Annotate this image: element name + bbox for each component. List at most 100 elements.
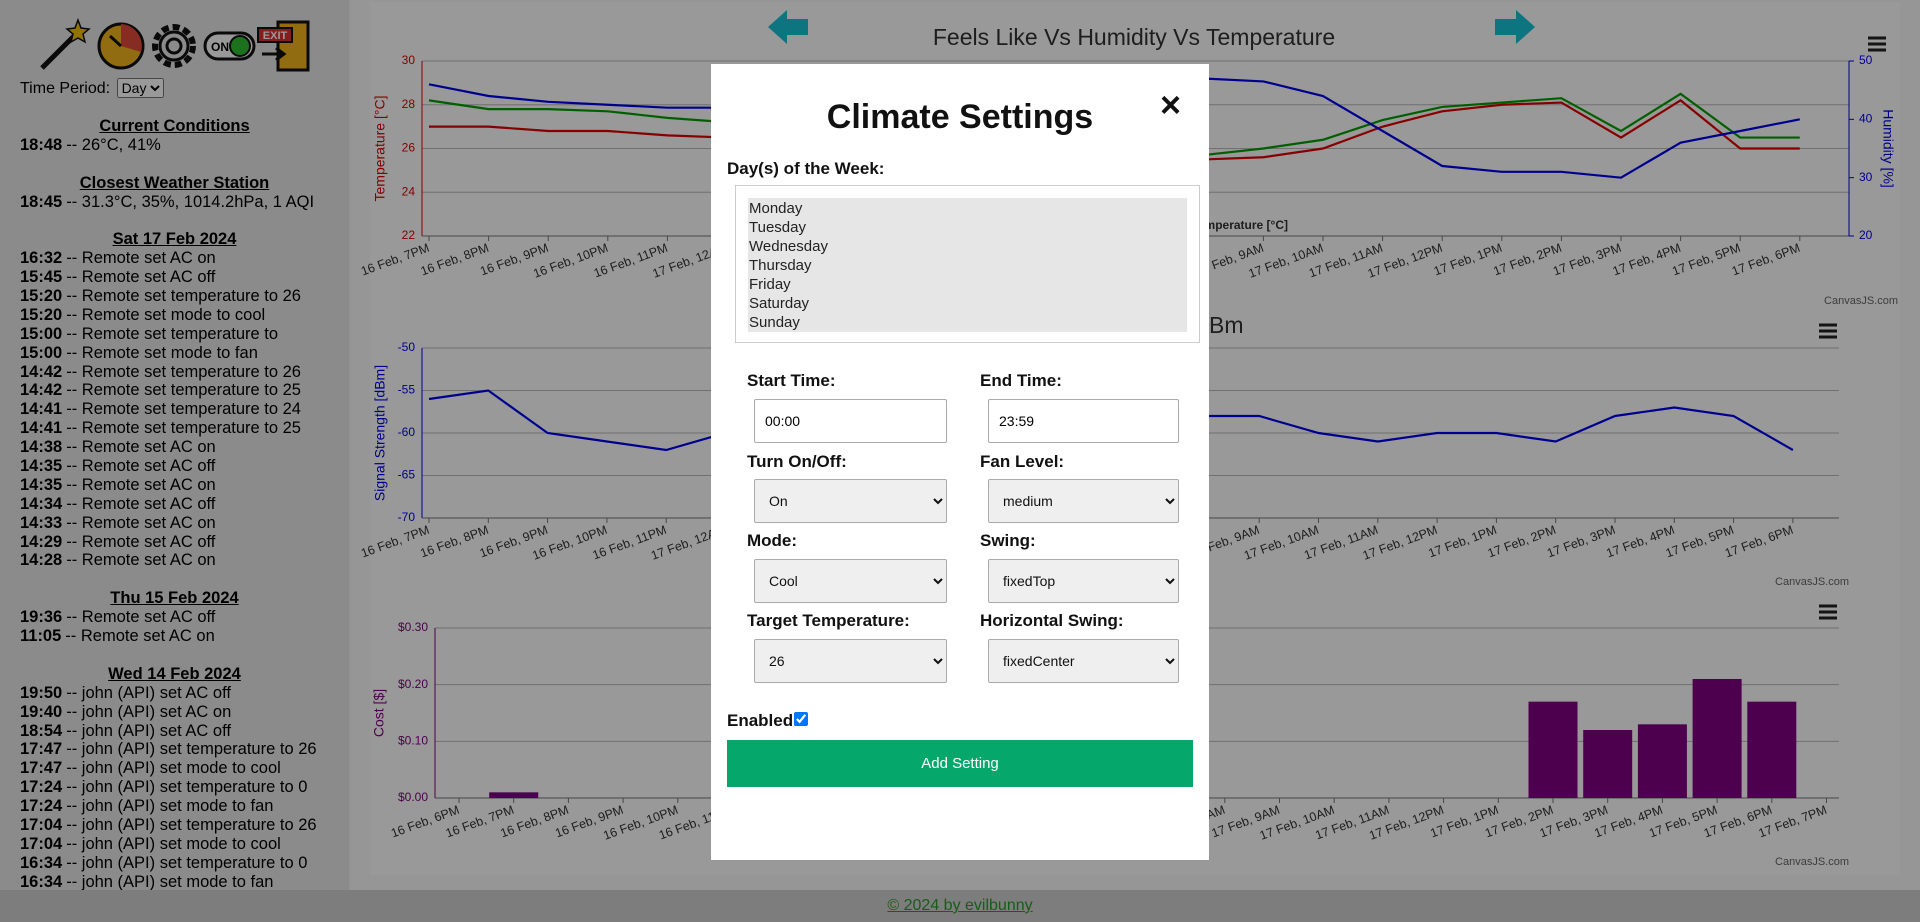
next-arrow[interactable] xyxy=(1495,10,1535,44)
log-entry: 14:35 -- Remote set AC on xyxy=(0,476,349,495)
horizontal-swing-select[interactable]: fixedCenter xyxy=(988,639,1179,683)
turn-on-off-select[interactable]: On xyxy=(754,479,947,523)
log-entry: 14:42 -- Remote set temperature to 26 xyxy=(0,363,349,382)
chart-menu[interactable] xyxy=(1819,323,1837,339)
footer: © 2024 by evilbunny xyxy=(0,890,1920,922)
sidebar: ON EXIT Time Period: Day Current Conditi… xyxy=(0,0,349,890)
chart-credit[interactable]: CanvasJS.com xyxy=(1775,576,1849,588)
time-period-label: Time Period: xyxy=(20,80,111,97)
log-entry: 11:05 -- Remote set AC on xyxy=(0,627,349,646)
bar xyxy=(1692,679,1742,798)
days-listbox[interactable]: Monday Tuesday Wednesday Thursday Friday Satu… xyxy=(735,185,1200,343)
entry-text: -- Remote set AC on xyxy=(66,551,216,570)
settings-icon[interactable] xyxy=(152,24,196,68)
power-toggle[interactable]: ON xyxy=(203,31,256,61)
entry-text: -- john (API) set AC on xyxy=(66,702,232,721)
time-period-select[interactable]: Day xyxy=(116,78,164,98)
day-option[interactable]: Tuesday xyxy=(749,219,806,236)
y2-tick-label: 40 xyxy=(1859,112,1873,126)
entry-text: -- Remote set AC on xyxy=(65,627,215,646)
day-option[interactable]: Wednesday xyxy=(749,238,828,255)
entry-text: -- john (API) set temperature to 26 xyxy=(66,740,317,759)
log-entry: 14:41 -- Remote set temperature to 25 xyxy=(0,419,349,438)
entry-time: 15:00 xyxy=(20,324,63,343)
log-entry: 14:33 -- Remote set AC on xyxy=(0,514,349,533)
entry-text: -- Remote set AC off xyxy=(66,268,216,287)
day-option[interactable]: Thursday xyxy=(749,257,812,274)
section-title: Wed 14 Feb 2024 xyxy=(108,664,241,683)
log-entry: 17:04 -- john (API) set temperature to 26 xyxy=(0,816,349,835)
day-option[interactable]: Friday xyxy=(749,276,791,293)
prev-arrow[interactable] xyxy=(768,10,808,44)
enabled-label: Enabled: xyxy=(727,711,799,730)
menu-bar xyxy=(1868,36,1886,40)
log-entry: 17:24 -- john (API) set mode to fan xyxy=(0,797,349,816)
add-setting-button[interactable]: Add Setting xyxy=(727,740,1193,787)
y-tick-label: -70 xyxy=(398,510,416,524)
y-axis-title: Temperature [°C] xyxy=(372,96,388,202)
log-entry: 16:32 -- Remote set AC on xyxy=(0,249,349,268)
entry-text: -- john (API) set mode to cool xyxy=(66,759,281,778)
menu-bar xyxy=(1819,335,1837,339)
entry-time: 14:41 xyxy=(20,400,63,419)
day-option[interactable]: Monday xyxy=(749,200,803,217)
y-tick-label: $0.30 xyxy=(398,620,428,634)
entry-text: -- Remote set temperature to 26 xyxy=(66,287,301,306)
entry-text: -- john (API) set mode to cool xyxy=(66,834,281,853)
entry-time: 11:05 xyxy=(20,627,62,646)
enabled-checkbox[interactable] xyxy=(794,712,808,726)
end-time-input[interactable] xyxy=(988,399,1179,443)
start-time-input[interactable] xyxy=(754,399,947,443)
mode-select[interactable]: Cool xyxy=(754,559,947,603)
entry-text: -- john (API) set AC off xyxy=(66,683,231,702)
menu-bar xyxy=(1868,48,1886,52)
entry-time: 14:35 xyxy=(20,475,63,494)
entry-text: -- Remote set mode to cool xyxy=(66,305,266,324)
bar xyxy=(1747,701,1797,798)
log-entry: 15:20 -- Remote set mode to cool xyxy=(0,306,349,325)
chart-menu[interactable] xyxy=(1819,604,1837,620)
exit-icon[interactable]: EXIT xyxy=(257,20,310,72)
legend-label: Temperature [°C] xyxy=(1191,218,1288,232)
y-tick-label: $0.00 xyxy=(398,790,428,804)
y-tick-label: $0.10 xyxy=(398,734,428,748)
log-entry: 15:00 -- Remote set mode to fan xyxy=(0,344,349,363)
y-tick-label: -55 xyxy=(398,383,416,397)
chart-credit[interactable]: CanvasJS.com xyxy=(1775,856,1849,868)
entry-text: -- john (API) set mode to fan xyxy=(66,797,274,816)
log-entry: 17:47 -- john (API) set mode to cool xyxy=(0,759,349,778)
log-entry: 18:48 -- 26°C, 41% xyxy=(0,136,349,155)
timer-icon[interactable] xyxy=(97,22,145,70)
wand-icon[interactable] xyxy=(40,17,91,70)
target-temperature-select[interactable]: 26 xyxy=(754,639,947,683)
chart-title: Bm xyxy=(1209,312,1244,338)
fan-level-select[interactable]: medium xyxy=(988,479,1179,523)
close-button[interactable]: × xyxy=(1160,84,1182,125)
swing-select[interactable]: fixedTop xyxy=(988,559,1179,603)
y-tick-label: -65 xyxy=(398,468,416,482)
entry-text: -- Remote set AC on xyxy=(66,475,216,494)
day-option[interactable]: Saturday xyxy=(749,295,810,312)
turn-on-off-label: Turn On/Off: xyxy=(747,452,847,471)
entry-time: 14:35 xyxy=(20,457,63,476)
y2-tick-label: 30 xyxy=(1859,170,1873,184)
time-period: Time Period: Day xyxy=(20,78,164,98)
menu-bar xyxy=(1819,329,1837,333)
entry-time: 18:45 xyxy=(20,192,63,211)
menu-bar xyxy=(1819,604,1837,608)
entry-time: 15:00 xyxy=(20,343,63,362)
day-option[interactable]: Sunday xyxy=(749,314,800,331)
entry-text: -- Remote set AC on xyxy=(66,438,216,457)
target-temperature-label: Target Temperature: xyxy=(747,611,910,630)
footer-link[interactable]: © 2024 by evilbunny xyxy=(887,897,1033,914)
bar xyxy=(1583,730,1633,798)
chart-credit[interactable]: CanvasJS.com xyxy=(1824,295,1898,307)
chart-title: Feels Like Vs Humidity Vs Temperature xyxy=(933,24,1335,50)
bar xyxy=(489,792,539,798)
log-entry: 14:34 -- Remote set AC off xyxy=(0,495,349,514)
entry-time: 17:04 xyxy=(20,815,63,834)
log-entry: 17:24 -- john (API) set temperature to 0 xyxy=(0,778,349,797)
entry-time: 16:32 xyxy=(20,249,63,268)
modal-title: Climate Settings xyxy=(826,98,1094,136)
chart-menu[interactable] xyxy=(1868,36,1886,52)
